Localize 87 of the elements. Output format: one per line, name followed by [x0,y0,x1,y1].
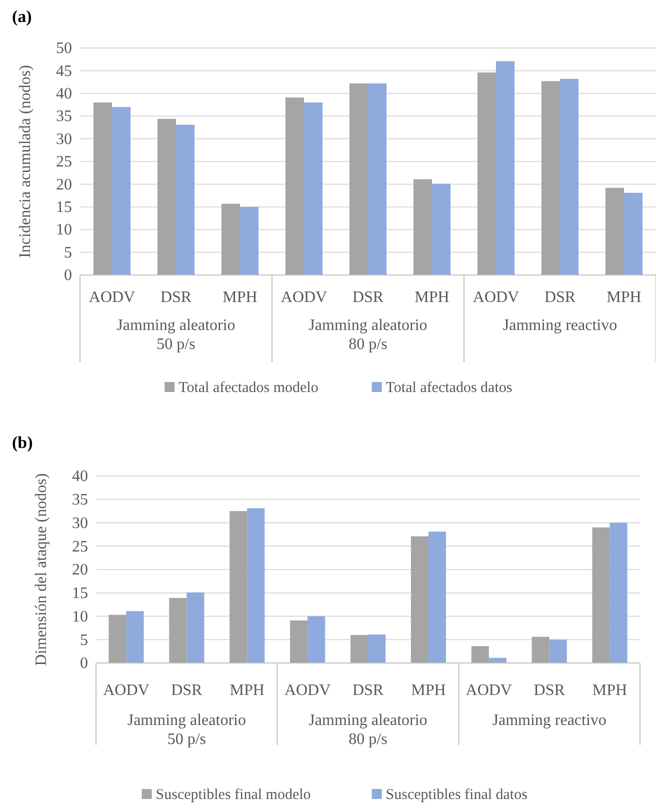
bar [432,184,451,275]
bar [477,72,496,275]
bar [624,192,643,275]
bar [247,508,265,663]
bar [285,97,304,275]
bar [112,107,131,275]
legend-label: Susceptibles final datos [386,787,528,803]
chart-title: (b) [12,433,33,452]
y-tick-label: 40 [72,468,88,486]
bar [93,102,112,275]
text: Jamming reactivo [502,317,618,334]
x-tick-label: DSR [534,682,566,699]
bar [221,204,240,275]
x-tick-label: AODV [466,682,512,699]
bar [169,598,187,663]
y-tick-label: 25 [72,538,88,556]
legend-label: Total afectados datos [386,380,512,396]
y-tick-label: 20 [56,176,72,194]
chart-title: (a) [12,7,32,26]
y-tick-label: 30 [56,130,72,148]
x-tick-label: AODV [472,289,520,306]
bar [496,61,515,275]
text: Jamming aleatorio 80 p/s [308,317,428,353]
bar [350,634,368,663]
bar [368,634,386,663]
bar [157,118,176,275]
legend-label: Susceptibles final modelo [156,787,311,803]
bar [610,522,628,663]
bar [186,592,204,663]
x-tick-label: DSR [352,289,384,306]
bar [368,83,387,275]
y-tick-label: 10 [72,608,88,626]
x-tick-label: MPH [414,289,450,306]
y-axis-title: Dimensión del ataque (nodos) [33,473,50,666]
y-tick-label: 10 [56,222,72,239]
x-tick-label: AODV [103,682,150,699]
bar [126,611,144,663]
x-tick-label: DSR [160,289,192,306]
y-tick-label: 45 [56,62,72,80]
x-tick-label: MPH [222,289,258,306]
bar [176,124,195,275]
y-tick-label: 25 [56,154,72,171]
x-tick-label: MPH [606,289,642,306]
bar [428,532,446,663]
bar [108,614,126,663]
y-tick-label: 0 [80,655,88,672]
y-tick-label: 15 [56,199,72,216]
bar [240,206,259,275]
y-tick-label: 35 [72,491,88,508]
x-tick-label: AODV [88,289,136,306]
x-tick-label: DSR [171,682,203,699]
text: Jamming aleatorio 50 p/s [127,712,246,748]
y-tick-label: 15 [72,584,88,602]
bar [541,81,560,275]
x-tick-label: AODV [284,682,332,699]
y-axis-title: Incidencia acumulada (nodos) [17,65,34,258]
bar [560,78,579,275]
y-tick-label: 5 [80,632,88,649]
bar [290,620,308,663]
legend-label: Total afectados modelo [178,380,318,396]
bar [549,640,567,663]
bar [304,102,323,275]
bar [349,83,368,275]
bar [410,536,428,663]
bar [605,188,624,275]
y-tick-label: 30 [72,514,88,532]
x-tick-label: AODV [280,289,328,306]
y-tick-label: 5 [64,244,72,262]
bar [532,636,550,663]
y-tick-label: 20 [72,562,88,579]
bar [592,527,610,663]
x-tick-label: MPH [230,682,265,699]
y-tick-label: 40 [56,86,72,103]
x-tick-label: DSR [352,682,384,699]
bar [471,646,489,663]
bar [413,179,432,275]
bar [230,511,248,663]
y-tick-label: 35 [56,108,72,126]
y-tick-label: 0 [64,267,72,284]
y-tick-label: 50 [56,40,72,58]
text: Jamming reactivo [492,712,606,729]
x-tick-label: MPH [411,682,446,699]
x-tick-label: MPH [592,682,628,699]
bar [308,616,326,663]
text: Jamming aleatorio 80 p/s [308,712,428,748]
x-tick-label: DSR [544,289,576,306]
text: Jamming aleatorio 50 p/s [116,317,236,353]
